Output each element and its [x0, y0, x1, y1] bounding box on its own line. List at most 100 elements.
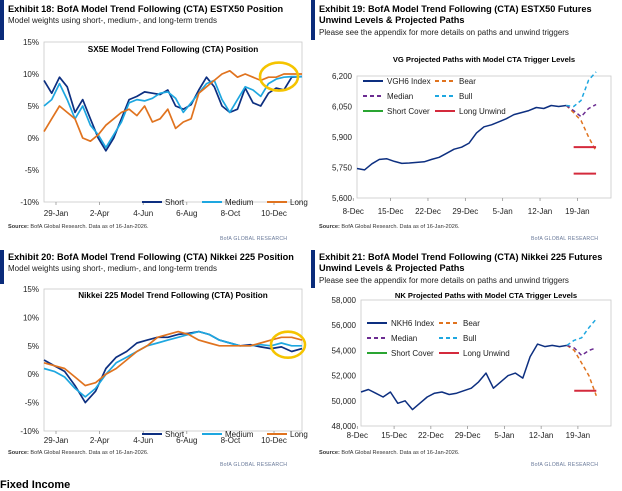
- legend-label-short-cover: Short Cover: [387, 107, 430, 116]
- legend-label-long: Long: [290, 430, 308, 439]
- legend-label-median: Median: [387, 92, 413, 101]
- y-tick-label: 5,750: [332, 164, 353, 173]
- y-tick-label: -5%: [25, 166, 39, 175]
- y-tick-label: 5%: [27, 342, 39, 351]
- series-line-median: [565, 103, 597, 118]
- y-tick-label: -10%: [20, 198, 39, 207]
- x-tick-label: 6-Aug: [176, 436, 197, 445]
- x-tick-label: 2-Apr: [90, 436, 110, 445]
- series-line-short: [43, 75, 303, 152]
- series-line-medium: [43, 330, 302, 398]
- accent-bar: [311, 250, 315, 288]
- x-tick-label: 19-Jan: [565, 207, 589, 216]
- legend-label-bear: Bear: [459, 77, 476, 86]
- x-tick-label: 29-Jan: [44, 436, 68, 445]
- plot-frame: [43, 41, 303, 203]
- series-line-short: [43, 330, 303, 404]
- y-tick-label: 54,000: [332, 346, 357, 355]
- x-tick-label: 5-Jan: [493, 207, 513, 216]
- x-tick-label: 8-Oct: [221, 209, 241, 218]
- y-tick-label: 0%: [27, 370, 39, 379]
- legend-label-medium: Medium: [225, 430, 254, 439]
- exhibit-21-panel: Exhibit 21: BofA Model Trend Following (…: [311, 244, 622, 476]
- series-line-nkh6-index: [360, 343, 568, 411]
- brand-mark: BofA GLOBAL RESEARCH: [531, 462, 599, 468]
- y-tick-label: 6,200: [332, 72, 353, 81]
- x-tick-label: 22-Dec: [415, 207, 441, 216]
- exhibit-subtitle: Please see the appendix for more details…: [319, 28, 569, 37]
- x-tick-label: 15-Dec: [378, 207, 404, 216]
- series-line-median: [566, 344, 597, 357]
- nk-projected-paths-chart: NK Projected Paths with Model CTA Trigge…: [332, 291, 612, 440]
- accent-bar: [311, 0, 315, 40]
- x-tick-label: 8-Dec: [343, 207, 364, 216]
- series-line-bull: [566, 318, 597, 347]
- source-note: Source: BofA Global Research. Data as of…: [8, 450, 149, 456]
- y-tick-label: 58,000: [332, 296, 357, 305]
- y-tick-label: 50,000: [332, 397, 357, 406]
- series-line-vgh6-index: [356, 104, 567, 171]
- y-tick-label: 10%: [23, 70, 39, 79]
- exhibit-title: Exhibit 18: BofA Model Trend Following (…: [8, 4, 284, 14]
- brand-mark: BofA GLOBAL RESEARCH: [220, 236, 288, 242]
- y-tick-label: 10%: [23, 313, 39, 322]
- series-line-bear: [566, 344, 598, 397]
- highlight-circle: [258, 61, 300, 92]
- y-tick-label: 0%: [27, 134, 39, 143]
- legend-label-long-unwind: Long Unwind: [459, 107, 506, 116]
- legend-label-bear: Bear: [463, 319, 480, 328]
- y-tick-label: 5,600: [332, 194, 353, 203]
- y-tick-label: -5%: [25, 399, 39, 408]
- nikkei-position-chart: Nikkei 225 Model Trend Following (CTA) P…: [20, 285, 308, 445]
- x-tick-label: 12-Jan: [529, 431, 553, 440]
- source-note: Source: BofA Global Research. Data as of…: [8, 224, 149, 230]
- y-tick-label: 56,000: [332, 321, 357, 330]
- x-tick-label: 29-Jan: [44, 209, 68, 218]
- y-tick-label: 48,000: [332, 422, 357, 431]
- y-tick-label: 15%: [23, 38, 39, 47]
- x-tick-label: 10-Dec: [261, 436, 287, 445]
- chart-title: NK Projected Paths with Model CTA Trigge…: [395, 291, 577, 300]
- highlight-circle: [269, 330, 307, 359]
- exhibit-20-panel: Exhibit 20: BofA Model Trend Following (…: [0, 244, 311, 476]
- series-line-bear: [565, 104, 597, 152]
- exhibit-18-panel: Exhibit 18: BofA Model Trend Following (…: [0, 0, 311, 244]
- legend-label-short: Short: [165, 430, 185, 439]
- exhibit-19-panel: Exhibit 19: BofA Model Trend Following (…: [311, 0, 622, 244]
- legend-label-nkh6-index: NKH6 Index: [391, 319, 434, 328]
- series-line-long: [43, 330, 303, 387]
- x-tick-label: 22-Dec: [418, 431, 444, 440]
- plot-frame: [356, 75, 612, 199]
- legend-label-vgh6-index: VGH6 Index: [387, 77, 431, 86]
- legend-label-long: Long: [290, 198, 308, 207]
- x-tick-label: 29-Dec: [452, 207, 478, 216]
- x-tick-label: 6-Aug: [176, 209, 197, 218]
- accent-bar: [0, 0, 4, 40]
- x-tick-label: 8-Oct: [221, 436, 241, 445]
- exhibit-subtitle: Model weights using short-, medium-, and…: [8, 16, 217, 25]
- accent-bar: [0, 250, 4, 284]
- chart-title: Nikkei 225 Model Trend Following (CTA) P…: [78, 291, 268, 300]
- x-tick-label: 4-Jun: [133, 436, 153, 445]
- source-note: Source: BofA Global Research. Data as of…: [319, 450, 460, 456]
- chart-title: VG Projected Paths with Model CTA Trigge…: [393, 55, 575, 64]
- x-tick-label: 2-Apr: [90, 209, 110, 218]
- x-tick-label: 19-Jan: [566, 431, 590, 440]
- source-note: Source: BofA Global Research. Data as of…: [319, 224, 460, 230]
- brand-mark: BofA GLOBAL RESEARCH: [220, 462, 288, 468]
- x-tick-label: 15-Dec: [381, 431, 407, 440]
- legend-label-median: Median: [391, 334, 417, 343]
- x-tick-label: 12-Jan: [528, 207, 552, 216]
- legend-label-medium: Medium: [225, 198, 254, 207]
- x-tick-label: 29-Dec: [455, 431, 481, 440]
- x-tick-label: 10-Dec: [261, 209, 287, 218]
- exhibit-title: Exhibit 19: BofA Model Trend Following (…: [319, 4, 592, 25]
- legend-label-bull: Bull: [463, 334, 477, 343]
- x-tick-label: 5-Jan: [494, 431, 514, 440]
- series-line-long: [43, 69, 302, 143]
- exhibit-subtitle: Please see the appendix for more details…: [319, 276, 569, 285]
- series-line-bull: [566, 71, 597, 108]
- plot-frame: [360, 299, 612, 427]
- x-tick-label: 4-Jun: [133, 209, 153, 218]
- y-tick-label: -10%: [20, 427, 39, 436]
